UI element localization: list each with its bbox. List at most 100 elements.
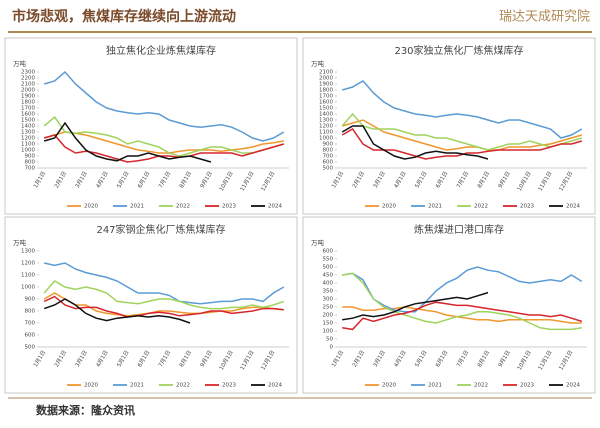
y-tick-label: 1500 [319, 106, 333, 112]
y-tick-label: 1300 [21, 130, 35, 136]
legend-label: 2024 [566, 204, 580, 210]
series-line [341, 112, 583, 151]
y-tick-label: 1400 [319, 112, 333, 118]
y-tick-label: 900 [323, 142, 334, 148]
y-tick-label: 1900 [21, 94, 35, 100]
y-tick-label: 500 [25, 345, 36, 351]
y-tick-label: 1000 [21, 285, 35, 291]
legend-label: 2023 [520, 383, 534, 389]
legend-label: 2024 [566, 383, 580, 389]
y-tick-label: 1600 [21, 112, 35, 118]
y-tick-label: 100 [323, 329, 334, 335]
y-tick-label: 1700 [21, 106, 35, 112]
series-line [43, 134, 285, 163]
legend-label: 2020 [84, 383, 98, 389]
y-tick-label: 500 [323, 265, 334, 271]
source: 数据来源：隆众资讯 [36, 403, 135, 417]
y-tick-label: 1200 [21, 261, 35, 267]
y-tick-label: 1500 [21, 118, 35, 124]
series-line [43, 298, 191, 324]
legend-label: 2021 [428, 204, 442, 210]
legend-label: 2022 [474, 383, 488, 389]
y-tick-label: 450 [323, 273, 334, 279]
y-tick-label: 900 [25, 297, 36, 303]
panel [4, 37, 298, 215]
y-tick-label: 150 [323, 321, 334, 327]
y-tick-label: 200 [323, 313, 334, 319]
series-line [342, 272, 582, 331]
legend-label: 2023 [222, 383, 236, 389]
y-tick-label: 1100 [21, 273, 35, 279]
y-tick-label: 800 [25, 309, 36, 315]
y-tick-label: 1200 [21, 136, 35, 142]
chart-title: 230家独立焦化厂炼焦煤库存 [394, 44, 523, 57]
legend-label: 2024 [268, 383, 282, 389]
y-tick-label: 400 [323, 281, 334, 287]
y-tick-label: 700 [323, 154, 334, 160]
y-tick-label: 600 [323, 160, 334, 166]
y-tick-label: 1100 [21, 142, 35, 148]
y-tick-label: 1200 [319, 124, 333, 130]
y-tick-label: 1800 [21, 100, 35, 106]
legend-label: 2020 [84, 204, 98, 210]
y-tick-label: 1100 [319, 130, 333, 136]
y-axis-label: 万吨 [311, 59, 325, 68]
y-axis-label: 万吨 [13, 238, 27, 247]
y-tick-label: 900 [25, 154, 36, 160]
legend-label: 2022 [176, 383, 190, 389]
y-tick-label: 800 [323, 148, 334, 154]
series-line [342, 291, 489, 321]
y-tick-label: 2100 [21, 82, 35, 88]
series-line [43, 280, 285, 310]
y-tick-label: 1300 [21, 249, 35, 255]
y-tick-label: 50 [326, 337, 333, 343]
series-line [43, 295, 284, 318]
y-tick-label: 1000 [21, 148, 35, 154]
y-tick-label: 550 [323, 257, 334, 263]
series-line [43, 121, 212, 163]
panel [302, 216, 596, 394]
series-line [43, 131, 284, 154]
y-tick-label: 700 [25, 321, 36, 327]
series-line [342, 266, 583, 313]
page-title: 市场悲观，焦煤库存继续向上游流动 [12, 8, 236, 25]
y-tick-label: 1000 [319, 136, 333, 142]
chart-title: 独立焦化企业炼焦煤库存 [106, 44, 216, 57]
series-line [342, 306, 582, 324]
legend-label: 2021 [428, 383, 442, 389]
y-tick-label: 800 [25, 160, 36, 166]
y-tick-label: 2100 [319, 70, 333, 76]
y-tick-label: 600 [25, 333, 36, 339]
y-tick-label: 600 [323, 249, 334, 255]
y-tick-label: 2000 [319, 76, 333, 82]
legend-label: 2024 [268, 204, 282, 210]
legend-label: 2020 [382, 383, 396, 389]
legend-label: 2021 [130, 383, 144, 389]
series-line [341, 125, 489, 160]
legend-label: 2022 [474, 204, 488, 210]
legend-label: 2020 [382, 204, 396, 210]
series-line [43, 115, 285, 157]
logo: 瑞达天成研究院 [499, 10, 590, 25]
chart-title: 247家钢企焦化厂炼焦煤库存 [96, 223, 225, 236]
y-axis-label: 万吨 [311, 238, 325, 247]
y-tick-label: 2300 [21, 70, 35, 76]
y-axis-label: 万吨 [13, 59, 27, 68]
y-tick-label: 1400 [21, 124, 35, 130]
legend-label: 2023 [222, 204, 236, 210]
y-tick-label: 0 [330, 345, 334, 351]
y-tick-label: 1800 [319, 88, 333, 94]
y-tick-label: 500 [323, 166, 334, 172]
series-line [44, 262, 285, 305]
legend-label: 2023 [520, 204, 534, 210]
y-tick-label: 250 [323, 305, 334, 311]
series-line [341, 80, 583, 139]
legend-label: 2022 [176, 204, 190, 210]
series-line [43, 70, 285, 142]
y-tick-label: 300 [323, 297, 334, 303]
panel [302, 37, 596, 215]
legend-label: 2021 [130, 204, 144, 210]
series-line [43, 292, 284, 317]
y-tick-label: 2000 [21, 88, 35, 94]
